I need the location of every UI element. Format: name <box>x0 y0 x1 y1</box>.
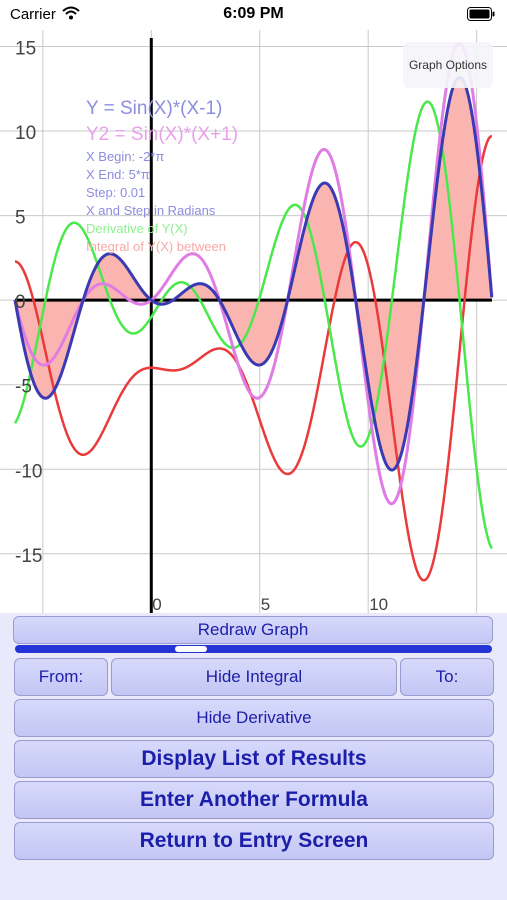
series-line-y1 <box>13 75 494 472</box>
radians-note: X and Step in Radians <box>86 203 216 218</box>
graph-info: Y = Sin(X)*(X-1) Y2 = Sin(X)*(X+1) X Beg… <box>86 96 386 256</box>
chart: 15 10 5 0 -5 -10 -15 0 5 10 <box>0 30 507 613</box>
slider-thumb[interactable] <box>175 646 208 652</box>
y1-formula: Y = Sin(X)*(X-1) <box>86 98 223 119</box>
y2-formula: Y2 = Sin(X)*(X+1) <box>86 124 239 145</box>
hide-integral-button[interactable]: Hide Integral <box>111 658 397 696</box>
step: Step: 0.01 <box>86 185 146 200</box>
to-button[interactable]: To: <box>400 658 494 696</box>
redraw-graph-button[interactable]: Redraw Graph <box>13 616 493 644</box>
integral-area <box>15 77 492 471</box>
y-tick-label: 15 <box>15 38 36 59</box>
battery-icon <box>467 7 495 26</box>
integral-label: Integral of Y(X) between <box>86 239 226 254</box>
carrier-label: Carrier <box>10 6 56 23</box>
y-tick-label: 10 <box>15 123 36 144</box>
x-tick-label: 10 <box>369 595 388 613</box>
wifi-icon <box>62 6 80 25</box>
x-tick-label: 0 <box>152 595 161 613</box>
return-entry-button[interactable]: Return to Entry Screen <box>14 822 494 860</box>
from-button[interactable]: From: <box>14 658 108 696</box>
status-bar: Carrier 6:09 PM <box>0 0 507 30</box>
display-list-button[interactable]: Display List of Results <box>14 740 494 778</box>
graph-slider[interactable] <box>15 645 492 655</box>
y-tick-label: 0 <box>15 292 26 313</box>
graph-options-button[interactable]: Graph Options <box>403 42 493 88</box>
enter-formula-button[interactable]: Enter Another Formula <box>14 781 494 819</box>
x-begin: X Begin: -2*π <box>86 149 165 164</box>
clock: 6:09 PM <box>223 5 284 22</box>
y-tick-label: 5 <box>15 208 26 229</box>
slider-track <box>15 645 492 653</box>
hide-derivative-button[interactable]: Hide Derivative <box>14 699 494 737</box>
series-line-y2 <box>13 42 494 506</box>
y-tick-label: -15 <box>15 546 42 567</box>
graph-area[interactable]: 15 10 5 0 -5 -10 -15 0 5 10 Y = Sin(X)*(X-1) Y2 =… <box>0 30 507 613</box>
red-curve <box>15 134 493 582</box>
series-line-derivative <box>13 100 493 550</box>
x-end: X End: 5*π <box>86 167 150 182</box>
derivative-label: Derivative of Y(X) <box>86 221 188 236</box>
y-tick-label: -10 <box>15 461 42 482</box>
x-tick-label: 5 <box>261 595 270 613</box>
y-tick-label: -5 <box>15 377 32 398</box>
